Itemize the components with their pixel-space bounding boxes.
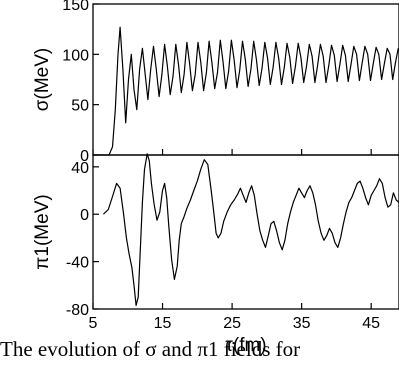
- x-axis-title: τ(fm): [225, 335, 266, 356]
- x-tick-label: 45: [362, 315, 380, 332]
- sigma-y-tick-label: 0: [80, 148, 89, 165]
- pi1-plot-frame: [92, 154, 399, 310]
- sigma-y-axis-title: σ(MeV): [32, 48, 53, 111]
- pi1-panel: -80 -40 0 40 5 15 25 35 45 π1(MeV) τ(fm): [32, 153, 399, 356]
- pi1-y-tick-label: -80: [66, 302, 89, 319]
- pi1-series-line: [102, 153, 399, 306]
- x-tick-label: 5: [89, 315, 98, 332]
- x-tick-label: 35: [293, 315, 311, 332]
- sigma-y-tick-label: 50: [71, 98, 89, 115]
- x-tick-label: 15: [154, 315, 172, 332]
- sigma-y-tick-label: 100: [62, 47, 89, 64]
- sigma-y-tick-label: 150: [62, 0, 89, 14]
- pi1-y-tick-label: 0: [80, 207, 89, 224]
- pi1-y-tick-label: -40: [66, 255, 89, 272]
- figure-caption: The evolution of σ and π1 fields for: [0, 337, 301, 361]
- pi1-y-tick-label: 40: [71, 160, 89, 177]
- sigma-panel: 0 50 100 150 σ(MeV): [32, 0, 399, 165]
- sigma-series-line: [93, 26, 399, 156]
- pi1-y-axis-title: π1(MeV): [32, 194, 53, 269]
- x-tick-label: 25: [223, 315, 241, 332]
